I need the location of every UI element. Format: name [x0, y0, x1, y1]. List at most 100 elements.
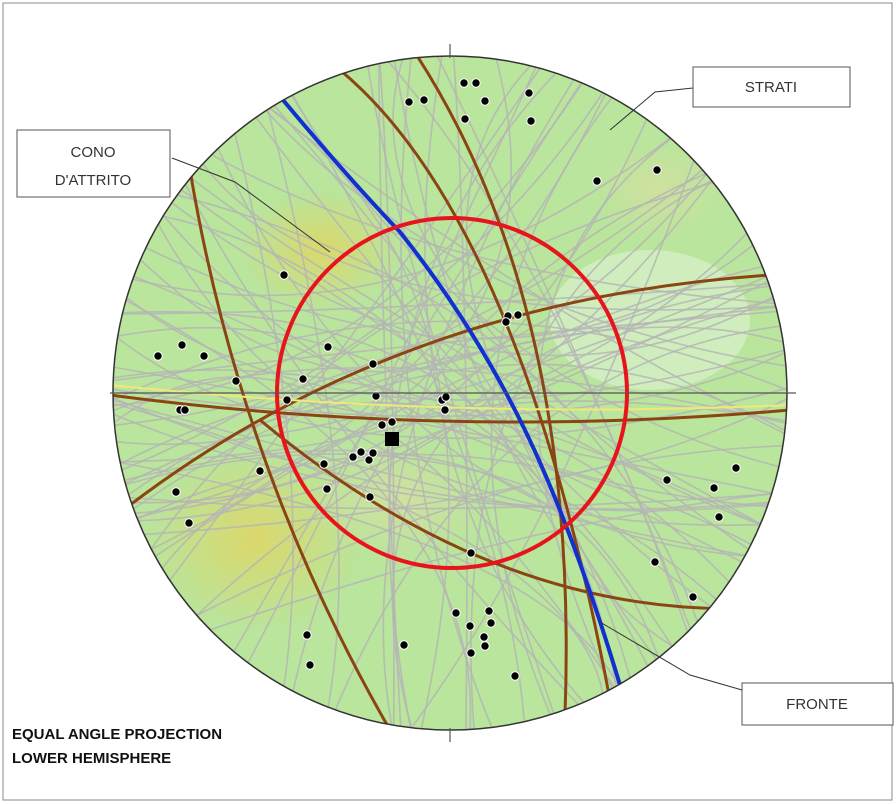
pole — [322, 484, 332, 494]
grey-great-circle — [229, 75, 587, 659]
grey-great-circle — [118, 295, 472, 730]
pole — [709, 483, 719, 493]
pole — [255, 466, 265, 476]
pole — [480, 641, 490, 651]
caption: LOWER HEMISPHERE — [12, 750, 171, 767]
grey-great-circle — [250, 110, 718, 612]
grey-great-circle — [113, 320, 787, 405]
pole — [688, 592, 698, 602]
grey-great-circle — [331, 324, 787, 718]
pole — [177, 340, 187, 350]
brown-great-circle — [113, 393, 787, 424]
pole — [371, 391, 381, 401]
pole — [471, 78, 481, 88]
pole — [465, 621, 475, 631]
label-text: FRONTE — [786, 696, 848, 713]
grey-great-circle — [392, 56, 681, 652]
grey-great-circle — [189, 444, 787, 620]
net-content — [113, 56, 787, 730]
pole — [466, 648, 476, 658]
grey-great-circle — [204, 149, 784, 305]
pole — [466, 548, 476, 558]
label-box — [741, 682, 894, 726]
brown-great-circle — [129, 273, 771, 507]
grey-great-circle — [113, 410, 778, 510]
pole — [231, 376, 241, 386]
pole — [510, 671, 520, 681]
pole — [180, 405, 190, 415]
grey-great-circle — [157, 208, 776, 509]
density-patch — [550, 250, 750, 390]
grey-great-circle — [164, 197, 781, 357]
grey-great-circle — [113, 348, 787, 418]
pole — [404, 97, 414, 107]
pole — [377, 420, 387, 430]
grey-great-circle — [197, 156, 784, 311]
pole — [319, 459, 329, 469]
grey-great-circle — [113, 365, 780, 496]
label-fronte: FRONTE — [741, 682, 894, 726]
pole — [364, 455, 374, 465]
label-cono: CONO D'ATTRITO — [16, 129, 171, 198]
pole — [365, 492, 375, 502]
pole — [298, 374, 308, 384]
pole — [399, 640, 409, 650]
pole — [459, 78, 469, 88]
grey-great-circle — [201, 492, 781, 634]
pole — [441, 392, 451, 402]
grey-great-circle — [113, 393, 778, 512]
pole — [387, 417, 397, 427]
yellow-great-circle — [113, 384, 787, 411]
pole — [501, 317, 511, 327]
fronte-great-circle — [281, 98, 622, 686]
grey-great-circle — [133, 167, 713, 373]
grey-great-circle — [378, 56, 395, 730]
grey-great-circle — [114, 310, 619, 695]
grey-great-circle — [117, 326, 787, 488]
brown-great-circle — [408, 56, 568, 716]
grey-great-circle — [113, 400, 606, 702]
grey-great-circle — [129, 453, 759, 549]
pole — [440, 405, 450, 415]
pole — [486, 618, 496, 628]
pole — [171, 487, 181, 497]
grey-great-circle — [154, 213, 653, 674]
grey-great-circle — [382, 72, 579, 730]
grey-great-circle — [259, 104, 787, 368]
pole — [323, 342, 333, 352]
pole — [199, 351, 209, 361]
label-text: STRATI — [745, 79, 797, 96]
pole — [479, 632, 489, 642]
leader-line — [599, 621, 743, 691]
poles — [153, 78, 741, 681]
pole — [714, 512, 724, 522]
label-box — [692, 66, 851, 108]
pole — [526, 116, 536, 126]
caption: EQUAL ANGLE PROJECTION — [12, 726, 222, 743]
grey-great-circle — [114, 85, 609, 474]
pole — [184, 518, 194, 528]
label-box — [16, 129, 171, 198]
grey-great-circle — [288, 87, 526, 730]
grey-great-circle — [119, 291, 787, 401]
pole-mean — [385, 432, 399, 446]
grey-great-circles — [113, 56, 787, 730]
grey-great-circle — [113, 273, 775, 446]
pole — [662, 475, 672, 485]
grey-great-circle — [183, 172, 768, 529]
leader-line — [171, 157, 331, 253]
grey-great-circle — [117, 453, 723, 606]
grey-great-circle — [113, 326, 678, 654]
label-text: CONO — [71, 144, 116, 161]
grey-great-circle — [114, 282, 778, 315]
brown-great-circle — [188, 169, 392, 730]
grey-great-circle — [243, 59, 541, 671]
pole — [368, 359, 378, 369]
grey-great-circle — [145, 179, 722, 557]
pole — [348, 452, 358, 462]
pole — [731, 463, 741, 473]
pole — [460, 114, 470, 124]
pole — [652, 165, 662, 175]
